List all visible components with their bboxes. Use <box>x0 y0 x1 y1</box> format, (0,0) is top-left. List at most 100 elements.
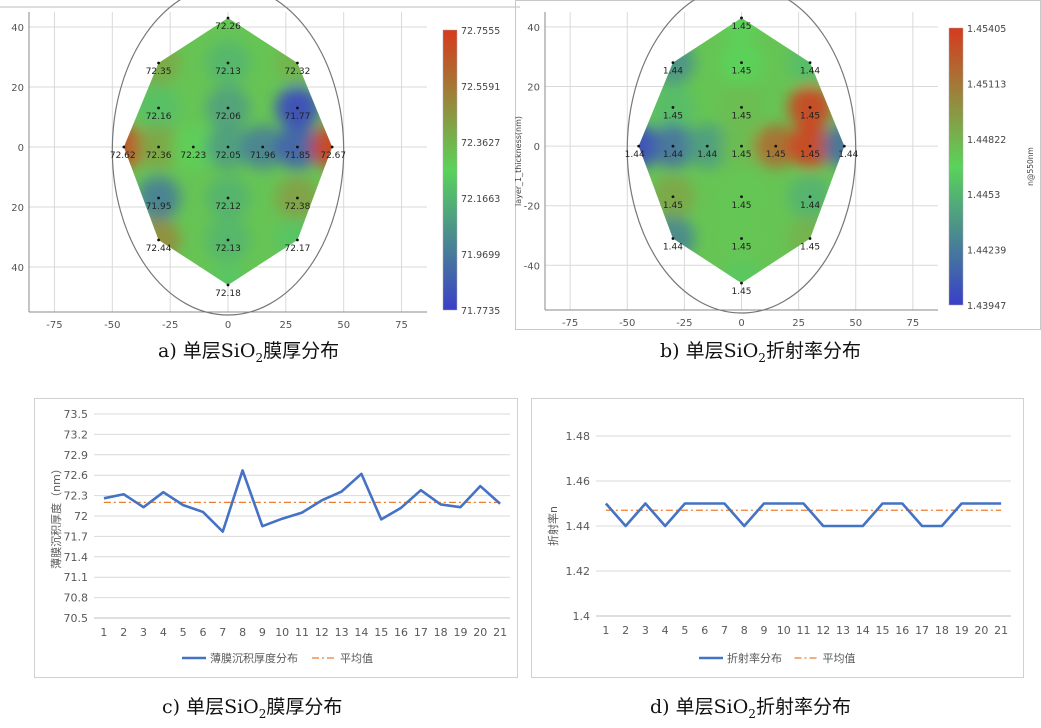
y-tick-label: 72 <box>74 510 88 523</box>
measurement-point <box>226 145 230 149</box>
measurement-point <box>671 144 675 148</box>
caption-d-prefix: d) 单层SiO <box>650 696 749 718</box>
caption-b-suffix: 折射率分布 <box>765 340 861 362</box>
point-value-label: 72.67 <box>320 151 346 161</box>
point-value-label: 1.44 <box>625 150 645 160</box>
x-tick-label: 75 <box>906 318 919 329</box>
measurement-point <box>808 61 812 65</box>
chart-frame <box>34 398 518 678</box>
point-value-label: 1.44 <box>663 242 683 252</box>
measurement-point <box>226 16 230 20</box>
measurement-point <box>226 196 230 200</box>
measurement-point <box>774 144 778 148</box>
colorbar-tick-label: 1.4453 <box>967 190 1000 201</box>
x-tick-label: 75 <box>395 320 408 330</box>
y-tick-label: 0 <box>534 142 540 153</box>
heatmap-blob <box>310 125 333 169</box>
measurement-point <box>671 105 675 109</box>
measurement-point <box>226 283 230 287</box>
point-value-label: 71.96 <box>250 151 276 161</box>
x-tick-label: 5 <box>180 626 187 639</box>
caption-d: d) 单层SiO2折射率分布 <box>650 692 851 721</box>
x-tick-label: 19 <box>453 626 467 639</box>
point-value-label: 72.35 <box>146 67 172 77</box>
wafer-outline <box>626 0 857 314</box>
point-value-label: 72.16 <box>146 112 172 122</box>
point-value-label: 72.18 <box>215 289 241 299</box>
x-tick-label: 0 <box>738 318 744 329</box>
measurement-point <box>157 196 160 200</box>
x-tick-label: 12 <box>315 626 329 639</box>
point-value-label: 1.45 <box>731 287 751 297</box>
y-tick-label: 1.42 <box>566 565 591 578</box>
measurement-point <box>296 61 299 65</box>
point-value-label: 71.85 <box>285 151 311 161</box>
measurement-point <box>740 105 743 109</box>
measurement-point <box>842 144 846 148</box>
heatmap-blob <box>206 263 250 285</box>
x-tick-label: 20 <box>473 626 487 639</box>
y-tick-label: 1.4 <box>573 610 591 623</box>
caption-d-sub: 2 <box>748 706 756 721</box>
x-tick-label: -50 <box>104 320 120 330</box>
x-tick-label: 21 <box>994 624 1008 637</box>
y-tick-label: 72.9 <box>64 449 89 462</box>
x-tick-label: 10 <box>275 626 289 639</box>
y-tick-label: 40 <box>11 263 24 274</box>
heatmap-blob <box>206 18 250 40</box>
y-axis-label: 薄膜沉积厚度（nm） <box>49 463 63 569</box>
measurement-point <box>296 196 299 200</box>
point-value-label: 72.13 <box>215 244 241 254</box>
x-tick-label: 14 <box>354 626 368 639</box>
x-tick-label: -50 <box>619 318 635 329</box>
measurement-point <box>330 145 334 149</box>
y-tick-label: -20 <box>524 202 540 213</box>
colorbar-tick-label: 1.45113 <box>967 79 1006 90</box>
x-tick-label: 16 <box>895 624 909 637</box>
y-tick-label: 40 <box>11 23 24 34</box>
heatmap-blob <box>123 125 146 169</box>
caption-c-suffix: 膜厚分布 <box>266 696 343 718</box>
measurement-point <box>226 106 230 110</box>
measurement-point <box>808 105 812 109</box>
measurement-point <box>637 144 641 148</box>
data-series-line <box>103 469 501 533</box>
caption-a-prefix: a) 单层SiO <box>158 340 256 362</box>
caption-b-sub: 2 <box>758 350 766 365</box>
y-tick-label: 71.4 <box>64 551 89 564</box>
point-value-label: 1.45 <box>731 150 751 160</box>
measurement-point <box>740 281 743 285</box>
x-tick-label: 7 <box>721 624 728 637</box>
x-tick-label: 25 <box>279 320 292 330</box>
refractive-index-line-chart: 1.481.461.441.421.41 2 3 4 5 6 7 8 9 10 11 12 13 14 15… <box>531 398 1024 678</box>
measurement-point <box>157 61 160 65</box>
caption-c-prefix: c) 单层SiO <box>162 696 259 718</box>
colorbar-label: n@550nm <box>1026 147 1035 186</box>
y-tick-label: -40 <box>524 261 540 272</box>
heatmap-blob <box>638 124 661 169</box>
point-value-label: 72.12 <box>215 202 241 212</box>
measurement-point <box>157 106 160 110</box>
refractive-index-heatmap: -75 -50 -25 0 25 50 75 40 20 0 -20 -40 layer_1_thick… <box>515 0 1041 330</box>
point-value-label: 72.38 <box>285 202 311 212</box>
x-tick-label: 13 <box>836 624 850 637</box>
colorbar-tick-label: 72.1663 <box>461 194 500 205</box>
point-value-label: 72.26 <box>215 22 241 32</box>
x-tick-label: 2 <box>120 626 127 639</box>
x-tick-label: 13 <box>335 626 349 639</box>
measurement-point <box>740 144 743 148</box>
measurement-point <box>671 195 675 199</box>
x-tick-label: 2 <box>622 624 629 637</box>
measurement-point <box>671 61 675 65</box>
point-value-label: 1.44 <box>697 150 717 160</box>
x-tick-label: 3 <box>642 624 649 637</box>
x-tick-label: 50 <box>849 318 862 329</box>
x-tick-label: -75 <box>562 318 578 329</box>
y-tick-label: 70.8 <box>64 592 89 605</box>
measurement-point <box>226 238 230 242</box>
point-value-label: 1.45 <box>663 201 683 211</box>
measurement-point <box>261 145 265 149</box>
point-value-label: 1.44 <box>663 150 683 160</box>
measurement-point <box>296 106 299 110</box>
x-tick-label: 25 <box>792 318 805 329</box>
